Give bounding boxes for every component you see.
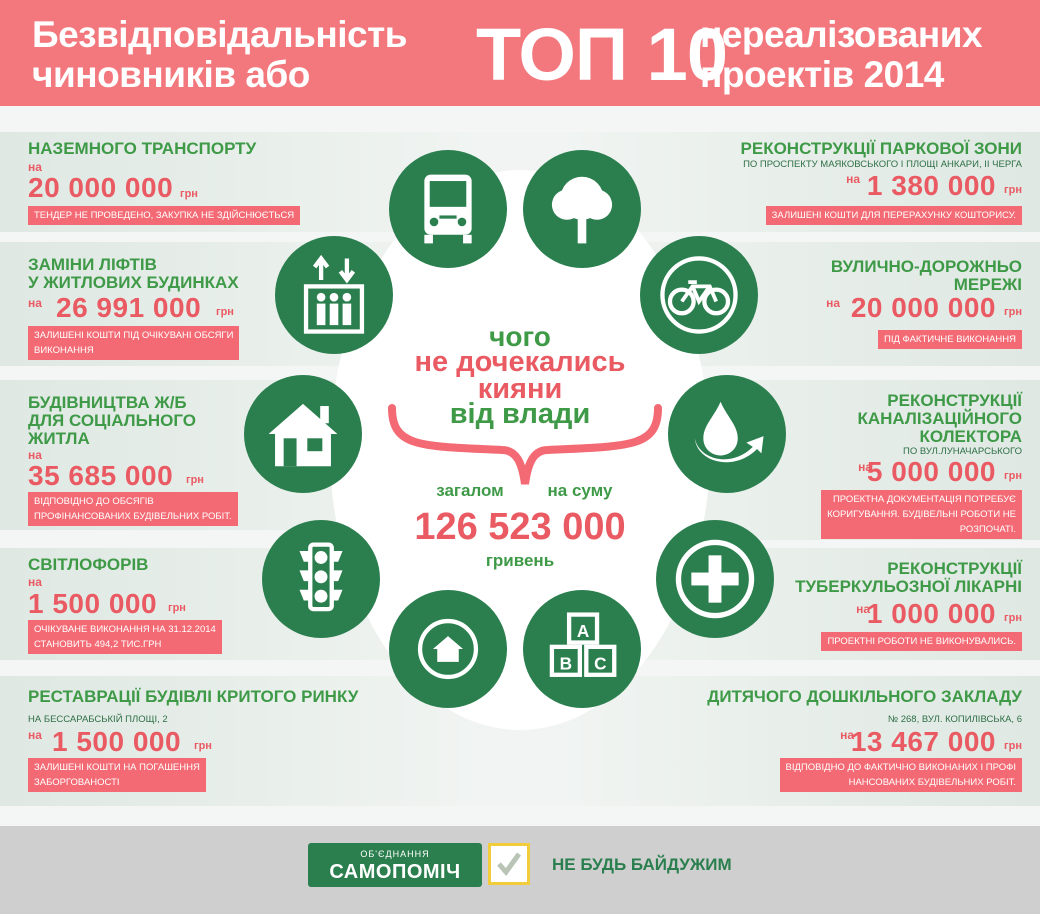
item-unit: грн (1004, 470, 1022, 482)
center-total-left: загалом (436, 481, 504, 500)
center-line3: кияни (477, 373, 563, 405)
item-na: на (28, 575, 42, 589)
item-na: на (846, 172, 860, 186)
header-right-line1: нереалізованих (700, 14, 983, 55)
item-unit: грн (180, 188, 198, 200)
footer-slogan: НЕ БУДЬ БАЙДУЖИМ (552, 855, 732, 874)
item-unit: грн (1004, 184, 1022, 196)
item-title: РЕКОНСТРУКЦІЇ ТУБЕРКУЛЬОЗНОЇ ЛІКАРНІ (795, 559, 1022, 596)
item-note: ОЧІКУВАНЕ ВИКОНАННЯ НА 31.12.2014 СТАНОВ… (28, 620, 222, 654)
header-left-line2: чиновників або (32, 54, 310, 95)
item-na: на (28, 296, 42, 310)
item-title: ЗАМІНИ ЛІФТІВ У ЖИТЛОВИХ БУДИНКАХ (28, 255, 239, 292)
item-title: НАЗЕМНОГО ТРАНСПОРТУ (28, 139, 257, 158)
item-note: ПРОЕКТНА ДОКУМЕНТАЦІЯ ПОТРЕБУЄ КОРИГУВАН… (821, 490, 1022, 539)
tree-icon (523, 150, 641, 268)
item-na: на (28, 160, 42, 174)
item-amount: 1 500 000 (28, 588, 158, 619)
item-sub: ПО ВУЛ.ЛУНАЧАРСЬКОГО (902, 446, 1022, 457)
center-total-unit: гривень (485, 551, 555, 570)
item-amount: 13 467 000 (850, 726, 996, 757)
item-title: ВУЛИЧНО-ДОРОЖНЬО МЕРЕЖІ (830, 257, 1022, 294)
item-title: РЕКОНСТРУКЦІЇ КАНАЛІЗАЦІЙНОГО КОЛЕКТОРА (857, 391, 1023, 446)
bus-icon (389, 150, 507, 268)
item-title: РЕКОНСТРУКЦІЇ ПАРКОВОЇ ЗОНИ (740, 139, 1022, 158)
checkbox-icon (488, 843, 530, 885)
item-unit: грн (168, 602, 186, 614)
header-left-line1: Безвідповідальність (32, 14, 407, 55)
item-amount: 1 000 000 (866, 598, 996, 629)
item-na: на (840, 728, 854, 742)
item-title: СВІТЛОФОРІВ (28, 555, 149, 574)
elevator-icon (275, 236, 393, 354)
item-unit: грн (1004, 306, 1022, 318)
item-na: на (28, 728, 42, 742)
item-unit: грн (194, 740, 212, 752)
left-item-market: РЕСТАВРАЦІЇ БУДІВЛІ КРИТОГО РИНКУ НА БЕС… (0, 676, 560, 806)
item-note: ТЕНДЕР НЕ ПРОВЕДЕНО, ЗАКУПКА НЕ ЗДІЙСНЮЄ… (28, 206, 301, 225)
center-line1: чого (489, 321, 551, 352)
header-right-line2: проектів 2014 (700, 54, 944, 95)
house-icon (244, 375, 362, 493)
item-na: на (826, 296, 840, 310)
item-title: ДИТЯЧОГО ДОШКІЛЬНОГО ЗАКЛАДУ (707, 687, 1022, 706)
svg-text:C: C (594, 653, 606, 673)
item-note: ЗАЛИШЕНІ КОШТИ ПІД ОЧІКУВАНІ ОБСЯГИ ВИКО… (28, 326, 240, 360)
header-banner: Безвідповідальність чиновників або ТОП 1… (0, 0, 1040, 106)
center-line2: не дочекались (414, 346, 626, 378)
item-note: ЗАЛИШЕНІ КОШТИ ДЛЯ ПЕРЕРАХУНКУ КОШТОРИСУ… (765, 206, 1022, 225)
item-sub: НА БЕССАРАБСЬКІЙ ПЛОЩІ, 2 (28, 714, 168, 725)
item-amount: 35 685 000 (28, 460, 174, 491)
item-note: ПРОЕКТНІ РОБОТИ НЕ ВИКОНУВАЛИСЬ. (821, 632, 1022, 651)
item-amount: 26 991 000 (56, 292, 202, 323)
logo-big-text: САМОПОМІЧ (329, 861, 461, 883)
item-note: ВІДПОВІДНО ДО ФАКТИЧНО ВИКОНАНИХ І ПРОФІ… (779, 758, 1022, 792)
item-amount: 1 500 000 (52, 726, 182, 757)
item-amount: 5 000 000 (866, 456, 996, 487)
bicycle-icon (640, 236, 758, 354)
house-small-icon (389, 590, 507, 708)
svg-text:B: B (560, 653, 572, 673)
logo-small-text: ОБ'ЄДНАННЯ (360, 849, 430, 859)
water-drop-icon (668, 375, 786, 493)
item-unit: грн (1004, 740, 1022, 752)
item-note: ВІДПОВІДНО ДО ОБСЯГІВ ПРОФІНАНСОВАНИХ БУ… (28, 492, 238, 526)
item-title: РЕСТАВРАЦІЇ БУДІВЛІ КРИТОГО РИНКУ (28, 687, 359, 706)
item-note: ПІД ФАКТИЧНЕ ВИКОНАННЯ (878, 330, 1022, 349)
item-title: БУДІВНИЦТВА Ж/Б ДЛЯ СОЦІАЛЬНОГО ЖИТЛА (28, 393, 196, 448)
item-na: на (856, 602, 870, 616)
center-total-right: на суму (547, 481, 613, 500)
item-na: на (28, 448, 42, 462)
center-line4: від влади (449, 398, 591, 430)
item-unit: грн (1004, 612, 1022, 624)
item-na: на (858, 460, 872, 474)
item-amount: 1 380 000 (866, 170, 996, 201)
traffic-light-icon (262, 520, 380, 638)
item-note: ЗАЛИШЕНІ КОШТИ НА ПОГАШЕННЯ ЗАБОРГОВАНОС… (28, 758, 206, 792)
header-top10: ТОП 10 (476, 13, 728, 96)
medical-cross-icon (656, 520, 774, 638)
item-amount: 20 000 000 (850, 292, 996, 323)
item-amount: 20 000 000 (28, 172, 174, 203)
samopomich-logo: ОБ'ЄДНАННЯ САМОПОМІЧ (308, 843, 482, 887)
item-sub: № 268, ВУЛ. КОПИЛІВСЬКА, 6 (887, 714, 1022, 725)
item-sub: ПО ПРОСПЕКТУ МАЯКОВСЬКОГО І ПЛОЩІ АНКАРИ… (743, 159, 1022, 170)
center-brace (388, 404, 662, 485)
svg-text:A: A (577, 621, 589, 641)
item-unit: грн (216, 306, 234, 318)
center-total-amount: 126 523 000 (414, 506, 626, 548)
item-unit: грн (186, 474, 204, 486)
